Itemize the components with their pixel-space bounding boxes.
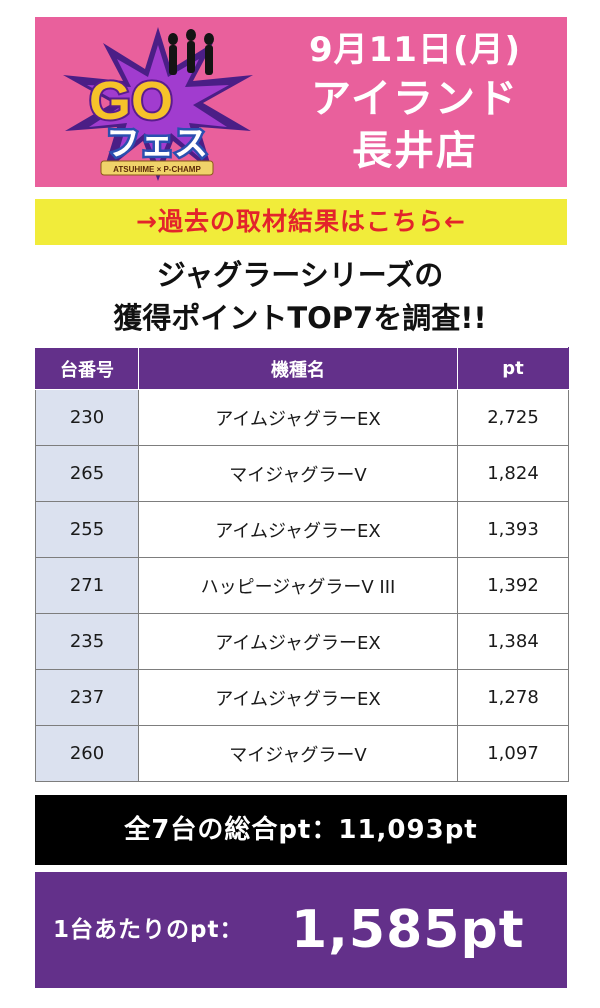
section-heading: ジャグラーシリーズの 獲得ポイントTOP7を調査!!	[20, 254, 580, 340]
header-points: pt	[457, 347, 569, 390]
event-date: 9月11日(月)	[308, 30, 522, 70]
table-row: 235 アイムジャグラーEX 1,384	[35, 613, 569, 670]
machine-number: 265	[35, 445, 139, 502]
table-header-row: 台番号 機種名 pt	[35, 347, 569, 390]
table-row: 271 ハッピージャグラーV III 1,392	[35, 557, 569, 614]
ranking-table: 台番号 機種名 pt 230 アイムジャグラーEX 2,725 265 マイジャ…	[35, 347, 569, 782]
model-name: マイジャグラーV	[138, 725, 458, 782]
average-value: 1,585pt	[291, 900, 525, 960]
logo-ribbon-text: ATSUHIME × P-CHAMP	[113, 165, 201, 174]
machine-number: 230	[35, 389, 139, 446]
machine-number: 255	[35, 501, 139, 558]
points: 1,384	[457, 613, 569, 670]
model-name: アイムジャグラーEX	[138, 613, 458, 670]
machine-number: 260	[35, 725, 139, 782]
past-results-link[interactable]: →過去の取材結果はこちら←	[35, 199, 567, 245]
machine-number: 271	[35, 557, 139, 614]
model-name: ハッピージャグラーV III	[138, 557, 458, 614]
header-model-name: 機種名	[138, 347, 458, 390]
points: 1,097	[457, 725, 569, 782]
model-name: アイムジャグラーEX	[138, 669, 458, 726]
event-banner: GO フェス ATSUHIME × P-CHAMP 9月11日(月) アイランド…	[35, 17, 567, 187]
header-machine-number: 台番号	[35, 347, 139, 390]
machine-number: 235	[35, 613, 139, 670]
points: 1,824	[457, 445, 569, 502]
points: 1,278	[457, 669, 569, 726]
average-label: 1台あたりのpt：	[53, 917, 244, 943]
model-name: マイジャグラーV	[138, 445, 458, 502]
logo-fes-text: フェス	[106, 124, 208, 164]
points: 1,393	[457, 501, 569, 558]
table-row: 237 アイムジャグラーEX 1,278	[35, 669, 569, 726]
table-row: 260 マイジャグラーV 1,097	[35, 725, 569, 782]
table-row: 265 マイジャグラーV 1,824	[35, 445, 569, 502]
store-name-line1: アイランド	[311, 76, 519, 122]
total-points-bar: 全7台の総合pt：11,093pt	[35, 795, 567, 865]
event-info: 9月11日(月) アイランド 長井店	[275, 27, 555, 177]
model-name: アイムジャグラーEX	[138, 389, 458, 446]
logo-go-text: GO	[89, 71, 173, 131]
go-fes-logo: GO フェス ATSUHIME × P-CHAMP	[63, 27, 253, 181]
heading-line1: ジャグラーシリーズの	[156, 258, 444, 292]
points: 2,725	[457, 389, 569, 446]
model-name: アイムジャグラーEX	[138, 501, 458, 558]
points: 1,392	[457, 557, 569, 614]
table-row: 255 アイムジャグラーEX 1,393	[35, 501, 569, 558]
store-name-line2: 長井店	[352, 128, 478, 174]
heading-line2: 獲得ポイントTOP7を調査!!	[113, 301, 487, 335]
table-row: 230 アイムジャグラーEX 2,725	[35, 389, 569, 446]
machine-number: 237	[35, 669, 139, 726]
average-points-bar: 1台あたりのpt： 1,585pt	[35, 872, 567, 988]
